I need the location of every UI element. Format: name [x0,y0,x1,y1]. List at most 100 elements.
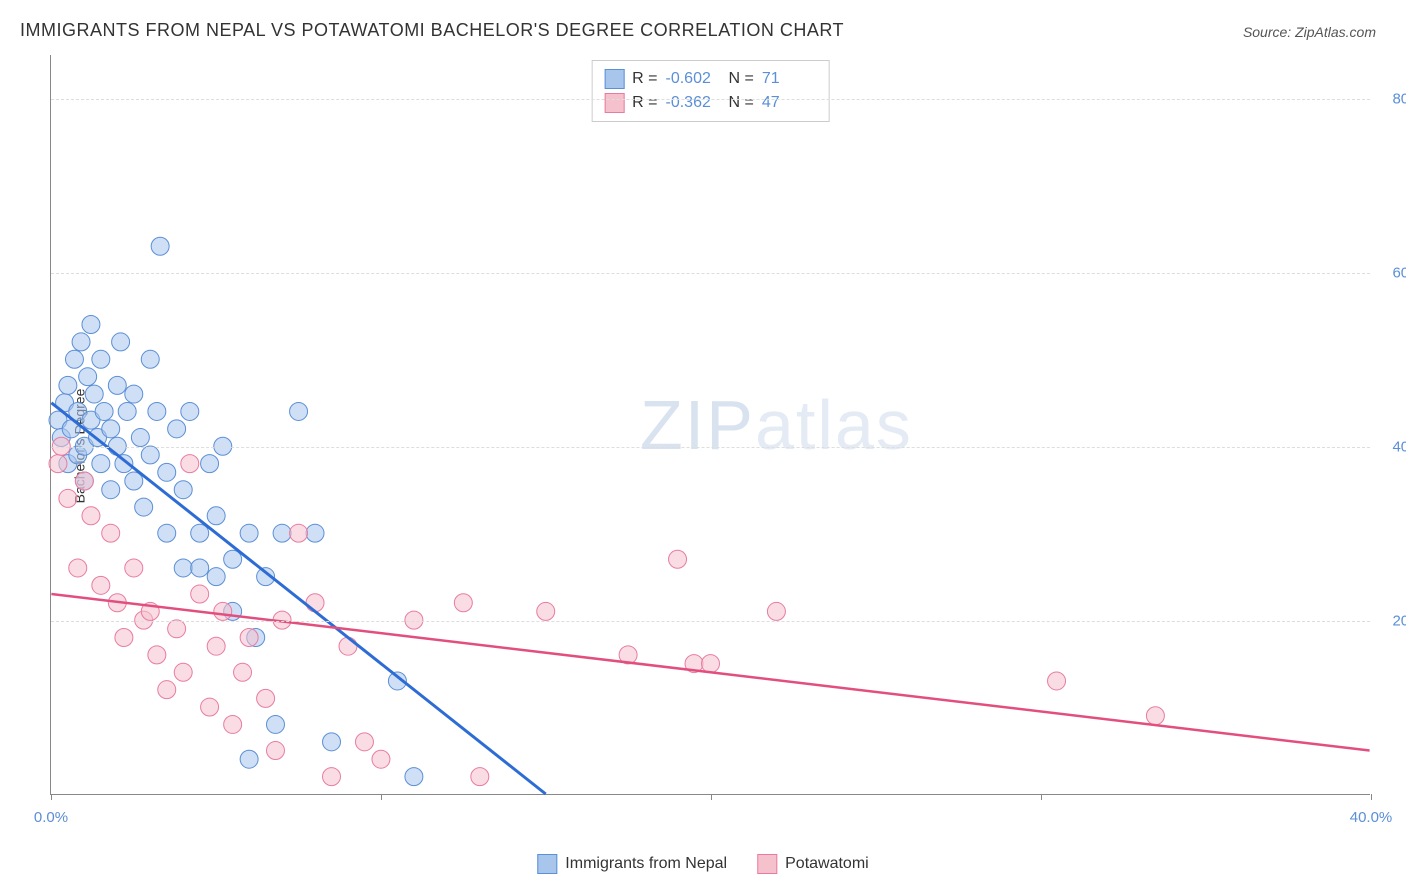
scatter-point-potawatomi [257,689,275,707]
x-tick [711,794,712,800]
bottom-legend: Immigrants from Nepal Potawatomi [537,854,868,874]
scatter-point-nepal [131,429,149,447]
scatter-point-potawatomi [306,594,324,612]
scatter-point-nepal [240,524,258,542]
scatter-point-nepal [92,455,110,473]
scatter-point-nepal [85,385,103,403]
n-label: N = [729,94,754,112]
scatter-point-potawatomi [69,559,87,577]
scatter-point-nepal [273,524,291,542]
x-tick [381,794,382,800]
scatter-point-nepal [141,446,159,464]
scatter-point-potawatomi [214,602,232,620]
n-label: N = [729,70,754,88]
n-value: 71 [762,70,817,88]
scatter-point-nepal [201,455,219,473]
scatter-point-potawatomi [323,768,341,786]
legend-swatch [537,854,557,874]
r-value: -0.362 [666,94,721,112]
scatter-point-nepal [148,402,166,420]
scatter-point-potawatomi [471,768,489,786]
x-tick [1371,794,1372,800]
legend-swatch [757,854,777,874]
scatter-point-potawatomi [181,455,199,473]
legend-label: Potawatomi [785,855,869,873]
scatter-point-nepal [181,402,199,420]
scatter-point-potawatomi [158,681,176,699]
scatter-point-potawatomi [49,455,67,473]
scatter-point-potawatomi [267,742,285,760]
scatter-point-potawatomi [102,524,120,542]
scatter-point-potawatomi [115,629,133,647]
r-label: R = [632,94,657,112]
scatter-point-potawatomi [537,602,555,620]
scatter-point-potawatomi [201,698,219,716]
scatter-point-potawatomi [355,733,373,751]
legend-stats-row: R = -0.602 N = 71 [604,67,817,91]
r-label: R = [632,70,657,88]
legend-swatch [604,69,624,89]
scatter-point-nepal [174,559,192,577]
scatter-point-potawatomi [125,559,143,577]
y-gridline [51,621,1370,622]
scatter-point-potawatomi [168,620,186,638]
x-tick-label: 0.0% [34,809,68,826]
legend-stats-box: R = -0.602 N = 71 R = -0.362 N = 47 [591,60,830,122]
scatter-point-potawatomi [767,602,785,620]
n-value: 47 [762,94,817,112]
scatter-point-nepal [102,420,120,438]
scatter-point-nepal [135,498,153,516]
scatter-point-potawatomi [75,472,93,490]
legend-label: Immigrants from Nepal [565,855,727,873]
scatter-point-potawatomi [1146,707,1164,725]
y-gridline [51,273,1370,274]
scatter-point-nepal [125,385,143,403]
scatter-point-nepal [141,350,159,368]
scatter-point-potawatomi [339,637,357,655]
scatter-point-nepal [112,333,130,351]
x-tick-label: 40.0% [1350,809,1393,826]
scatter-point-potawatomi [92,576,110,594]
scatter-point-potawatomi [207,637,225,655]
y-tick-label: 20.0% [1392,612,1406,629]
scatter-point-nepal [323,733,341,751]
scatter-point-nepal [79,368,97,386]
bottom-legend-item: Immigrants from Nepal [537,854,727,874]
scatter-point-potawatomi [702,655,720,673]
scatter-point-potawatomi [148,646,166,664]
scatter-point-nepal [92,350,110,368]
scatter-svg [51,55,1370,794]
scatter-point-nepal [207,507,225,525]
scatter-point-potawatomi [454,594,472,612]
scatter-point-potawatomi [1048,672,1066,690]
scatter-point-nepal [267,715,285,733]
y-gridline [51,99,1370,100]
x-tick [51,794,52,800]
chart-title: IMMIGRANTS FROM NEPAL VS POTAWATOMI BACH… [20,20,844,41]
scatter-point-nepal [72,333,90,351]
y-gridline [51,447,1370,448]
legend-swatch [604,93,624,113]
scatter-point-potawatomi [82,507,100,525]
scatter-point-nepal [174,481,192,499]
scatter-point-nepal [108,376,126,394]
scatter-point-nepal [158,463,176,481]
bottom-legend-item: Potawatomi [757,854,869,874]
scatter-point-potawatomi [290,524,308,542]
y-tick-label: 80.0% [1392,90,1406,107]
scatter-point-potawatomi [191,585,209,603]
scatter-point-potawatomi [59,489,77,507]
scatter-point-potawatomi [372,750,390,768]
r-value: -0.602 [666,70,721,88]
scatter-point-potawatomi [240,629,258,647]
scatter-point-nepal [95,402,113,420]
scatter-point-nepal [240,750,258,768]
scatter-point-nepal [168,420,186,438]
x-tick [1041,794,1042,800]
scatter-point-nepal [102,481,120,499]
plot-area: ZIPatlas R =-0.602N =71R =-0.362N =47 20… [50,55,1370,795]
scatter-point-potawatomi [174,663,192,681]
scatter-point-nepal [290,402,308,420]
scatter-point-nepal [158,524,176,542]
scatter-point-nepal [65,350,83,368]
